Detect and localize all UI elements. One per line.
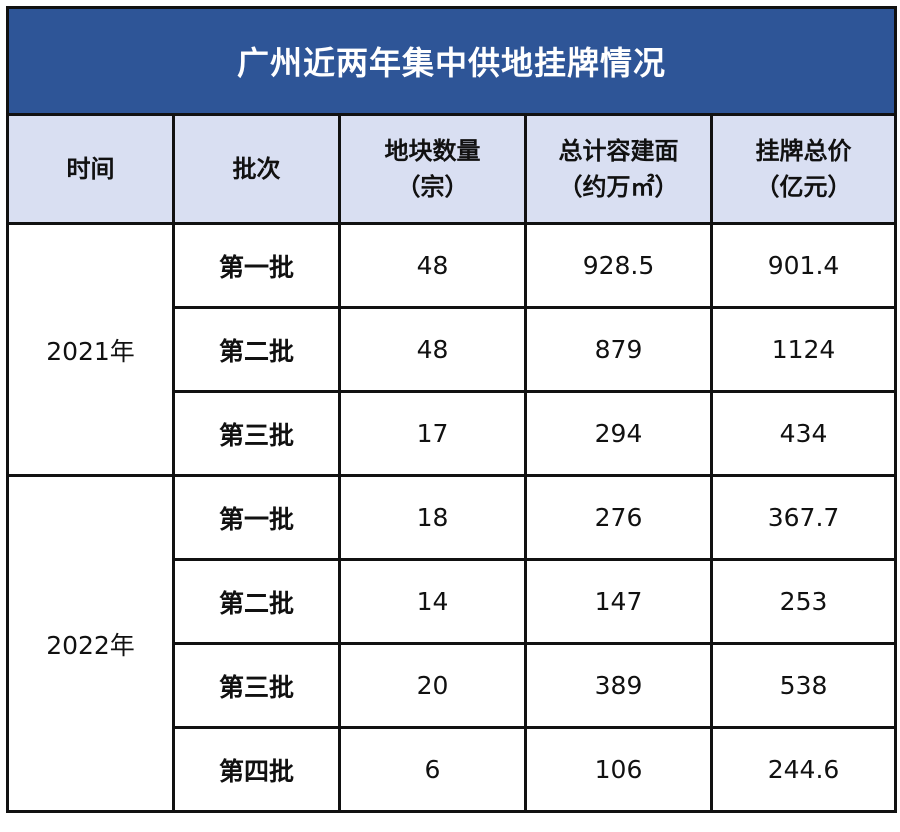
area-cell: 879: [524, 306, 713, 393]
area-cell: 928.5: [524, 222, 713, 309]
table-row: 第四批 6 106 244.6: [8, 726, 898, 813]
table-row: 2021年 第一批 48 928.5 901.4: [6, 222, 898, 477]
count-cell: 48: [338, 222, 527, 309]
count-cell: 17: [338, 390, 527, 477]
price-cell: 538: [709, 642, 898, 729]
price-cell: 244.6: [709, 726, 898, 813]
price-cell: 367.7: [709, 474, 898, 561]
batch-cell: 第二批: [172, 306, 341, 393]
year-cell-2021: 2021年: [6, 222, 175, 477]
count-cell: 6: [338, 726, 527, 813]
price-cell: 434: [709, 390, 898, 477]
area-cell: 106: [524, 726, 713, 813]
land-supply-table: 广州近两年集中供地挂牌情况 时间 批次 地块数量 （宗） 总计容建面 （约万㎡） 挂…: [5, 6, 898, 813]
area-cell: 389: [524, 642, 713, 729]
header-row: 时间 批次 地块数量 （宗） 总计容建面 （约万㎡） 挂牌总价 （亿元）: [6, 113, 898, 225]
price-cell: 1124: [709, 306, 898, 393]
year-cell-2022: 2022年: [6, 474, 175, 813]
batch-cell: 第四批: [172, 726, 341, 813]
batch-cell: 第二批: [172, 558, 341, 645]
table-row: 第二批 14 147 253: [8, 558, 898, 645]
table-row: 第三批 20 389 538: [8, 642, 898, 729]
count-cell: 18: [338, 474, 527, 561]
header-area: 总计容建面 （约万㎡）: [524, 113, 713, 225]
count-cell: 14: [338, 558, 527, 645]
table-row: 第二批 48 879 1124: [8, 306, 898, 393]
batch-cell: 第三批: [172, 390, 341, 477]
count-cell: 48: [338, 306, 527, 393]
header-batch: 批次: [172, 113, 341, 225]
batch-cell: 第一批: [172, 222, 341, 309]
price-cell: 901.4: [709, 222, 898, 309]
table-title: 广州近两年集中供地挂牌情况: [5, 6, 898, 116]
table-container: 广州近两年集中供地挂牌情况 时间 批次 地块数量 （宗） 总计容建面 （约万㎡） 挂…: [5, 6, 898, 813]
header-count: 地块数量 （宗）: [338, 113, 527, 225]
area-cell: 294: [524, 390, 713, 477]
batch-cell: 第三批: [172, 642, 341, 729]
price-cell: 253: [709, 558, 898, 645]
table-row: 第三批 17 294 434: [8, 390, 898, 477]
batch-cell: 第一批: [172, 474, 341, 561]
header-time: 时间: [6, 113, 175, 225]
count-cell: 20: [338, 642, 527, 729]
area-cell: 276: [524, 474, 713, 561]
table-row: 2022年 第一批 18 276 367.7: [6, 474, 898, 813]
area-cell: 147: [524, 558, 713, 645]
header-price: 挂牌总价 （亿元）: [709, 113, 898, 225]
